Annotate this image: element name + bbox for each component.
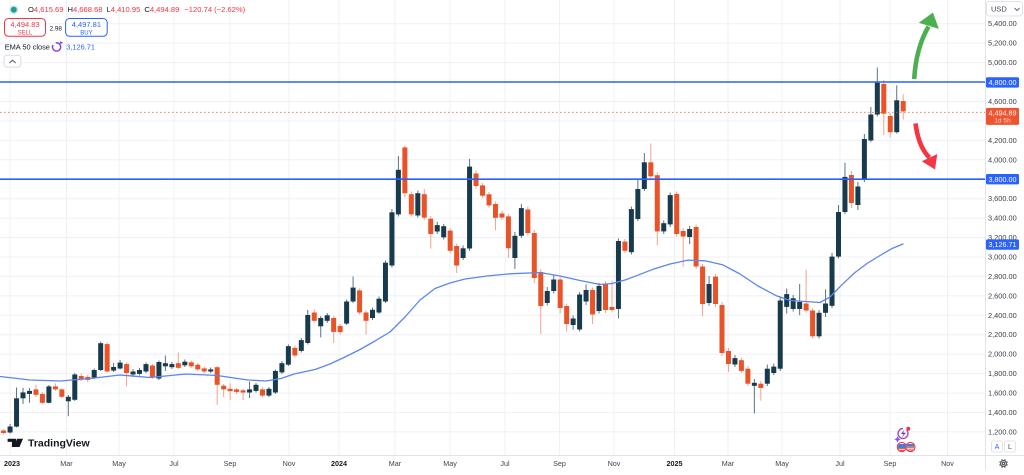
svg-text:SELL: SELL xyxy=(18,30,33,36)
svg-text:5,400.00: 5,400.00 xyxy=(988,19,1017,28)
svg-text:Sep: Sep xyxy=(884,459,897,468)
svg-text:2,800.00: 2,800.00 xyxy=(988,272,1017,281)
svg-text:2023: 2023 xyxy=(4,459,20,468)
svg-text:BUY: BUY xyxy=(80,30,92,36)
svg-text:1d 5h: 1d 5h xyxy=(994,118,1011,125)
svg-text:3,800.00: 3,800.00 xyxy=(989,175,1017,184)
svg-text:May: May xyxy=(443,459,457,468)
svg-text:Mar: Mar xyxy=(722,459,735,468)
svg-text:4,494.89: 4,494.89 xyxy=(989,108,1017,117)
svg-text:2,000.00: 2,000.00 xyxy=(988,350,1017,359)
svg-text:EMA 50 close: EMA 50 close xyxy=(5,43,50,52)
svg-text:May: May xyxy=(775,459,789,468)
svg-text:4,494.83: 4,494.83 xyxy=(10,20,39,29)
svg-text:L: L xyxy=(1008,444,1012,451)
svg-text:Mar: Mar xyxy=(60,459,73,468)
svg-text:4,000.00: 4,000.00 xyxy=(988,155,1017,164)
svg-text:4,800.00: 4,800.00 xyxy=(989,78,1017,87)
svg-text:4,200.00: 4,200.00 xyxy=(988,136,1017,145)
svg-text:May: May xyxy=(112,459,126,468)
svg-text:3,126.71: 3,126.71 xyxy=(66,43,95,52)
svg-text:2,400.00: 2,400.00 xyxy=(988,311,1017,320)
svg-text:2.98: 2.98 xyxy=(50,26,63,33)
svg-text:3,400.00: 3,400.00 xyxy=(988,214,1017,223)
svg-text:1,800.00: 1,800.00 xyxy=(988,369,1017,378)
svg-text:5,200.00: 5,200.00 xyxy=(988,39,1017,48)
svg-text:3,000.00: 3,000.00 xyxy=(988,253,1017,262)
svg-text:Jul: Jul xyxy=(500,459,510,468)
svg-text:Nov: Nov xyxy=(608,459,621,468)
svg-text:Nov: Nov xyxy=(283,459,296,468)
svg-text:A: A xyxy=(995,444,1000,451)
svg-text:Nov: Nov xyxy=(941,459,954,468)
svg-text:Sep: Sep xyxy=(224,459,237,468)
svg-text:3,126.71: 3,126.71 xyxy=(989,240,1017,249)
svg-text:TradingView: TradingView xyxy=(28,437,90,449)
svg-text:2,600.00: 2,600.00 xyxy=(988,291,1017,300)
svg-text:Mar: Mar xyxy=(389,459,402,468)
svg-text:Jul: Jul xyxy=(835,459,845,468)
svg-text:3,600.00: 3,600.00 xyxy=(988,194,1017,203)
svg-text:2,200.00: 2,200.00 xyxy=(988,330,1017,339)
svg-text:1,200.00: 1,200.00 xyxy=(988,427,1017,436)
svg-text:4,600.00: 4,600.00 xyxy=(988,97,1017,106)
svg-text:4,497.81: 4,497.81 xyxy=(72,20,101,29)
svg-text:1,400.00: 1,400.00 xyxy=(988,408,1017,417)
svg-text:2024: 2024 xyxy=(331,459,347,468)
svg-text:5,000.00: 5,000.00 xyxy=(988,58,1017,67)
svg-text:2025: 2025 xyxy=(667,459,683,468)
svg-text:Jul: Jul xyxy=(169,459,179,468)
svg-text:USD: USD xyxy=(991,5,1007,14)
svg-text:Sep: Sep xyxy=(553,459,566,468)
svg-text:1,600.00: 1,600.00 xyxy=(988,389,1017,398)
